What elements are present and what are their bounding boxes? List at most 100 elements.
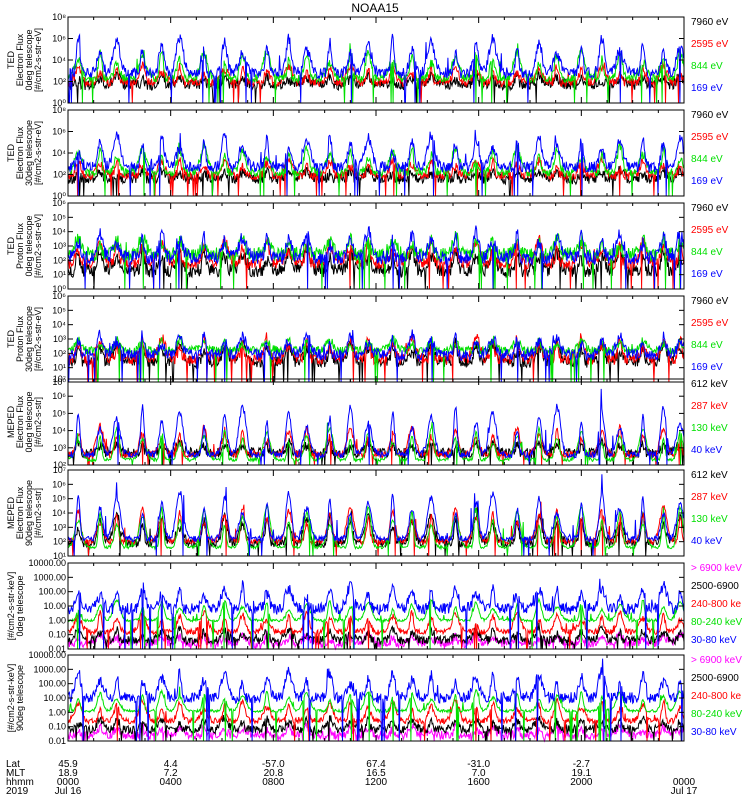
legend-entry: 844 eV [691,247,723,258]
y-tick-label: 10⁸ [52,12,66,22]
y-tick-label: 10000.00 [28,558,66,568]
y-axis-label-line: 30deg telescope [24,120,34,186]
panel-8: 0.01 0.10 1.00 10.00 100.00 1000.00 10000.00 [#… [6,650,742,746]
y-tick-label: 10⁶ [52,34,66,44]
y-tick-label: 10² [53,348,66,358]
series-line-1-4 [67,33,685,104]
series-line-4-3 [67,334,685,383]
legend-entry: 2595 eV [691,132,729,143]
series-line-7-5 [67,578,685,650]
panel-7: 0.01 0.10 1.00 10.00 100.00 1000.00 10000.00 [#… [6,558,742,654]
footer-value: 45.9 [58,759,78,770]
y-axis-label-line: [#/cm2-s-str-eV] [33,214,43,278]
legend-entry: > 6900 keV [691,655,742,666]
legend-entry: 612 keV [691,379,728,390]
y-tick-label: 10⁴ [52,148,66,158]
series-line-3-4 [67,225,685,290]
y-axis-label-line: 0deg telescope [15,575,25,636]
y-tick-label: 10⁰ [52,377,66,387]
legend-entry: 40 keV [691,536,722,547]
footer-value: 7.2 [164,768,178,779]
footer-value: -57.0 [262,759,285,770]
legend-entry: 130 keV [691,423,728,434]
y-tick-label: 10³ [53,522,66,532]
series-line-6-4 [67,474,685,557]
y-tick-label: 10² [53,170,66,180]
y-axis-label-line: Proton Flux [15,315,25,362]
y-axis-label-line: [#/cm2-s-str] [33,397,43,447]
legend-entry: 169 eV [691,83,723,94]
y-axis-label-line: TED [6,50,16,69]
y-tick-label: 10⁴ [52,426,66,436]
legend-entry: 240-800 ke [691,691,741,702]
y-tick-label: 10⁵ [52,212,66,222]
y-tick-label: 10³ [53,241,66,251]
legend-entry: 2595 eV [691,318,729,329]
y-axis-label-line: TED [6,236,16,255]
y-axis-label-line: 0deg telescope [24,391,34,452]
y-tick-label: 10² [53,255,66,265]
y-tick-label: 10⁴ [52,320,66,330]
footer-value: Jul 16 [55,786,82,797]
y-tick-label: 10⁶ [52,127,66,137]
legend-entry: 169 eV [691,269,723,280]
y-tick-label: 10000.00 [28,650,66,660]
footer-value: -2.7 [573,759,591,770]
series-line-8-5 [67,658,685,742]
panel-5: 10² 10³ 10⁴ 10⁵ 10⁶ 10⁷ MEPED Electron Flux 0deg… [6,374,728,470]
y-tick-label: 10⁶ [52,198,66,208]
legend-entry: 30-80 keV [691,635,737,646]
legend-entry: 2595 eV [691,225,729,236]
y-axis-label-line: MEPED [6,406,16,439]
y-tick-label: 10⁶ [52,479,66,489]
y-axis-label-line: Proton Flux [15,222,25,269]
y-axis-label-line: MEPED [6,497,16,530]
figure-title: NOAA15 [351,1,399,15]
footer-value: 1600 [468,777,491,788]
y-tick-label: 10³ [53,443,66,453]
y-tick-label: 10⁴ [52,55,66,65]
legend-entry: 7960 eV [691,110,729,121]
footer-value: 67.4 [366,759,386,770]
y-tick-label: 10⁵ [52,305,66,315]
y-tick-label: 10⁸ [52,105,66,115]
y-axis-label-line: TED [6,143,16,162]
panel-3: 10⁰ 10¹ 10² 10³ 10⁴ 10⁵ 10⁶ TED Proton Flux 0deg … [6,198,729,294]
footer-value: 0000 [673,777,696,788]
y-tick-label: 10² [53,77,66,87]
series-line-4-4 [67,329,685,383]
footer-value: 2000 [570,777,593,788]
y-axis-label-line: Electron Flux [15,33,25,86]
legend-entry: 7960 eV [691,17,729,28]
footer-value: 1200 [365,777,388,788]
legend-entry: 7960 eV [691,203,729,214]
footer-row-label: hhmm [6,777,34,788]
panel-1: 10⁰ 10² 10⁴ 10⁶ 10⁸ TED Electron Flux 0deg tele… [6,12,729,108]
legend-entry: 40 keV [691,445,722,456]
y-tick-label: 10⁰ [52,191,66,201]
legend-entry: 2500-6900 [691,581,739,592]
y-tick-label: 10⁰ [52,98,66,108]
y-tick-label: 10.00 [43,601,66,611]
y-axis-label-line: 0deg telescope [24,29,34,90]
footer-value: 19.1 [572,768,592,779]
legend-entry: 169 eV [691,176,723,187]
y-tick-label: 0.10 [48,630,66,640]
y-tick-label: 1000.00 [33,572,66,582]
y-tick-label: 100.00 [38,679,66,689]
y-axis-label-line: [#/cm2-s-str-keV] [6,664,16,733]
legend-entry: 844 eV [691,61,723,72]
footer-value: 16.5 [366,768,386,779]
y-tick-label: 0.01 [48,644,66,654]
legend-entry: 80-240 keV [691,617,742,628]
y-axis-label-line: [#/cm2-s-str] [33,488,43,538]
panel-2: 10⁰ 10² 10⁴ 10⁶ 10⁸ TED Electron Flux 30deg tel… [6,105,729,201]
panel-6: 10¹ 10² 10³ 10⁴ 10⁵ 10⁶ 10⁷ MEPED Electron Flux 9… [6,465,728,561]
footer-value: 18.9 [58,768,78,779]
y-tick-label: 100.00 [38,587,66,597]
footer-value: Jul 17 [671,786,698,797]
y-axis-label-line: 90deg telescope [15,665,25,731]
footer-value: 0800 [262,777,285,788]
y-tick-label: 0.10 [48,722,66,732]
